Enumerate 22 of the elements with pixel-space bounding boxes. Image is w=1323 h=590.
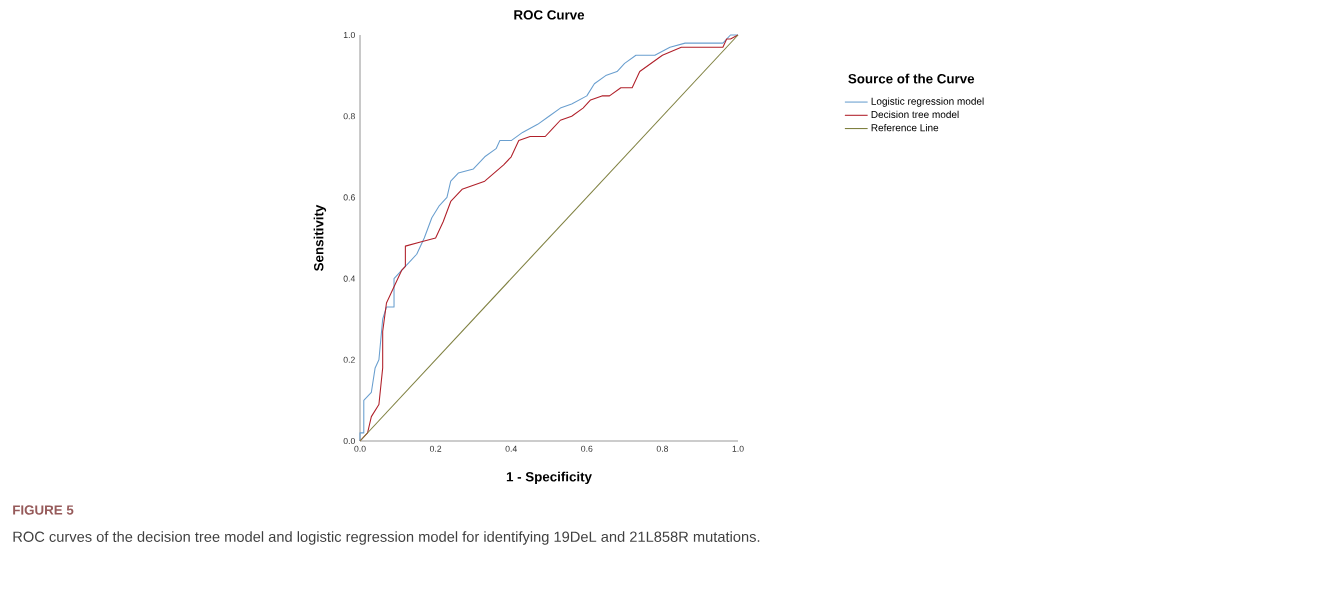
y-tick-label: 1.0: [343, 31, 355, 39]
x-tick-label: 0.0: [354, 445, 366, 452]
x-tick-label: 0.6: [581, 445, 593, 452]
legend-label: Decision tree model: [871, 110, 959, 119]
legend-title: Source of the Curve: [848, 73, 975, 84]
x-tick-label: 0.8: [656, 445, 669, 452]
chart-title: ROC Curve: [514, 10, 585, 20]
legend-label: Logistic regression model: [871, 97, 984, 107]
y-tick-label: 0.4: [343, 275, 356, 282]
x-tick-label: 0.2: [429, 445, 442, 452]
line-series: [359, 34, 739, 442]
x-tick-label: 0.4: [505, 445, 517, 452]
x-axis-title: 1 - Specificity: [506, 471, 592, 485]
y-tick-label: 0.2: [343, 356, 355, 363]
caption: FIGURE 5: [13, 505, 74, 515]
legend-label: Reference Line: [871, 123, 939, 132]
y-tick-label: 0.6: [343, 194, 355, 201]
y-tick-label: 0.0: [343, 437, 355, 445]
x-tick-label: 1.0: [732, 445, 744, 452]
y-tick-label: 0.8: [343, 113, 355, 120]
text: ROC curves of the decision tree model and logistic regression model for identifying 19DeL and 21L858R mutations.: [13, 531, 760, 545]
y-axis-title: Sensitivity: [313, 204, 327, 271]
